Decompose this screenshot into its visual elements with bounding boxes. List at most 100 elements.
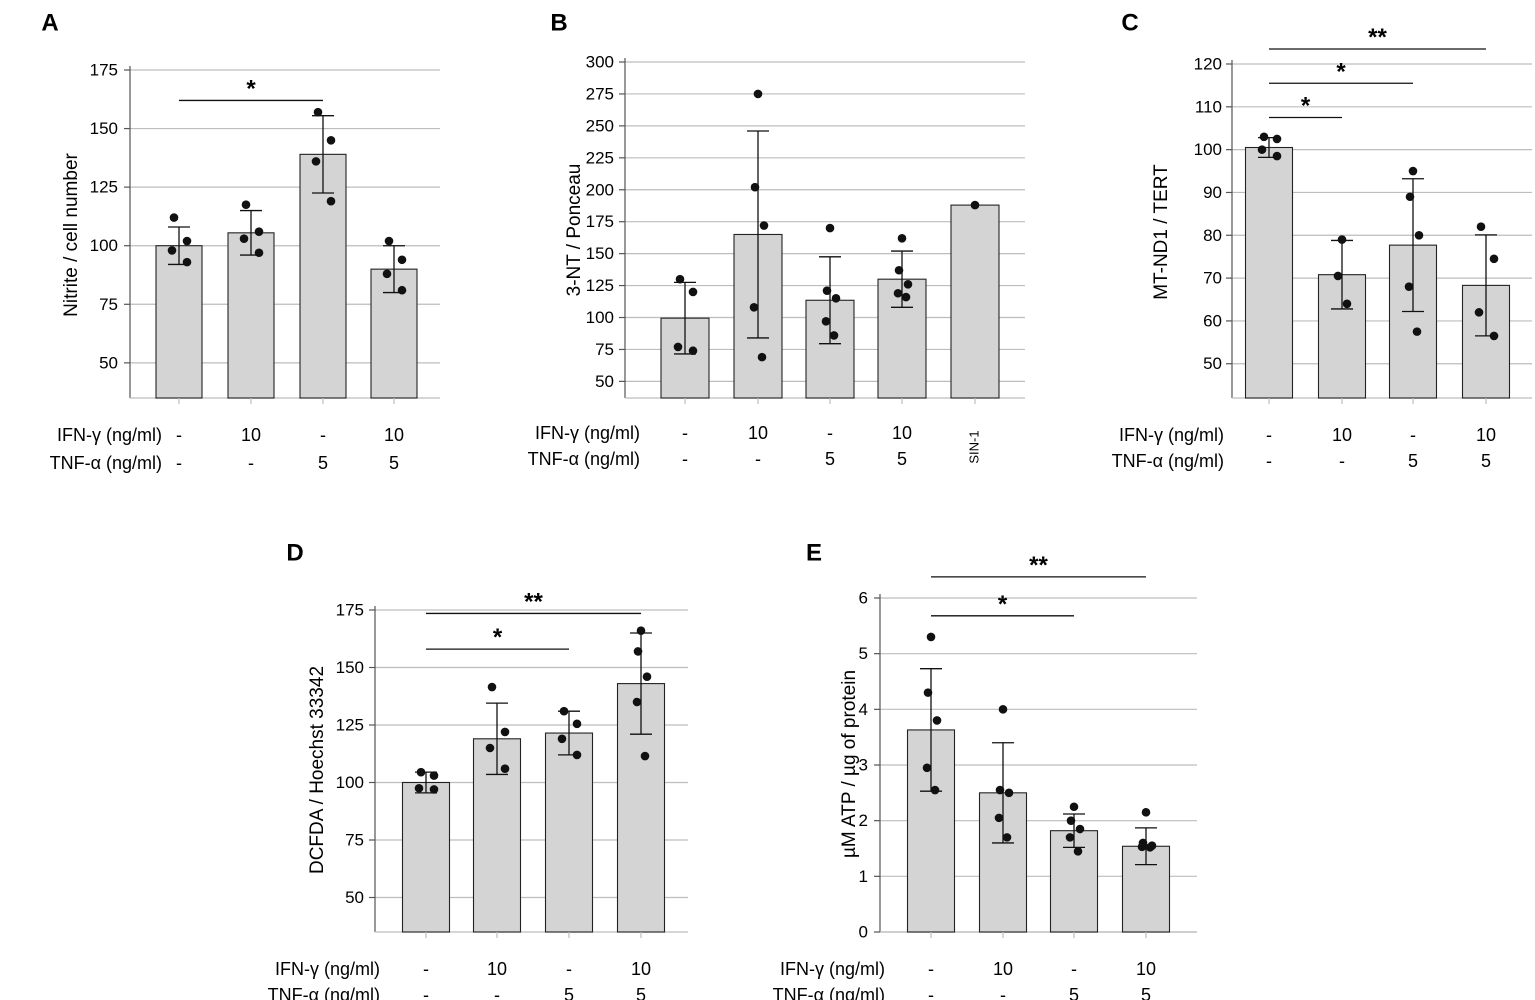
- y-tick-label: 1: [859, 867, 868, 886]
- data-point: [1145, 843, 1155, 852]
- data-point: [753, 89, 763, 99]
- data-point: [1414, 230, 1424, 240]
- panel-letter: A: [41, 9, 58, 36]
- condition-value: -: [1000, 985, 1006, 1000]
- y-tick-label: 70: [1203, 269, 1222, 288]
- condition-value: -: [176, 425, 182, 445]
- y-tick-label: 125: [586, 276, 614, 295]
- y-tick-label: 6: [859, 589, 868, 608]
- data-point: [384, 236, 394, 246]
- data-point: [382, 269, 392, 279]
- data-point: [397, 285, 407, 295]
- y-tick-label: 75: [595, 340, 614, 359]
- ifn-gamma-label: IFN-γ (ng/ml): [275, 959, 380, 979]
- condition-value: -: [1266, 451, 1272, 471]
- data-point: [1272, 134, 1282, 144]
- data-point: [970, 200, 980, 210]
- data-point: [998, 705, 1008, 714]
- data-point: [1337, 235, 1347, 244]
- data-point: [1474, 308, 1484, 317]
- data-point: [923, 688, 933, 697]
- data-point: [894, 265, 904, 275]
- data-point: [487, 682, 497, 692]
- condition-value: 5: [825, 449, 835, 469]
- condition-value: 10: [993, 959, 1013, 979]
- data-point: [632, 697, 642, 707]
- condition-value: -: [928, 959, 934, 979]
- data-point: [572, 719, 582, 729]
- panel-letter: E: [806, 539, 822, 566]
- ifn-gamma-label: IFN-γ (ng/ml): [535, 423, 640, 443]
- y-tick-label: 60: [1203, 311, 1222, 330]
- data-point: [414, 783, 424, 793]
- data-point: [416, 767, 426, 777]
- data-point: [1069, 802, 1079, 812]
- condition-value: -: [1266, 425, 1272, 445]
- data-point: [254, 248, 264, 258]
- data-point: [1141, 808, 1151, 817]
- data-point: [1137, 842, 1147, 852]
- significance-marker: *: [493, 624, 503, 651]
- y-axis-label: DCFDA / Hoechst 33342: [307, 666, 328, 874]
- y-tick-label: 225: [586, 148, 614, 167]
- condition-value: -: [423, 985, 429, 1000]
- data-point: [429, 771, 439, 780]
- data-point: [825, 223, 835, 233]
- data-point: [749, 302, 759, 312]
- data-point: [326, 196, 336, 206]
- data-point: [1073, 846, 1083, 856]
- significance-marker: *: [1301, 93, 1311, 120]
- data-point: [1002, 833, 1012, 842]
- condition-value: -: [827, 423, 833, 443]
- y-tick-label: 80: [1203, 226, 1222, 245]
- y-tick-label: 50: [345, 888, 364, 907]
- condition-value: 10: [748, 423, 768, 443]
- condition-value: 5: [897, 449, 907, 469]
- y-tick-label: 275: [586, 84, 614, 103]
- data-point: [994, 813, 1004, 823]
- y-tick-label: 150: [90, 119, 118, 138]
- bar-c-1: [1244, 146, 1294, 399]
- significance-marker: *: [1336, 58, 1346, 85]
- y-axis-label: 3-NT / Ponceau: [564, 164, 585, 297]
- condition-value: -: [320, 425, 326, 445]
- data-point: [750, 182, 760, 192]
- condition-value: 10: [1136, 959, 1156, 979]
- condition-value: 10: [487, 959, 507, 979]
- y-tick-label: 100: [586, 308, 614, 327]
- tnf-alpha-label: TNF-α (ng/ml): [50, 453, 162, 473]
- data-point: [926, 632, 936, 642]
- panel-letter: D: [286, 539, 303, 566]
- condition-value: -: [682, 423, 688, 443]
- bar-d-1: [401, 781, 451, 933]
- data-point: [182, 257, 192, 267]
- y-tick-label: 200: [586, 180, 614, 199]
- y-tick-label: 175: [90, 61, 118, 80]
- data-point: [829, 331, 839, 340]
- condition-value: -: [566, 959, 572, 979]
- data-point: [1075, 824, 1085, 834]
- y-tick-label: 100: [90, 236, 118, 255]
- condition-value: -: [1410, 425, 1416, 445]
- data-point: [311, 157, 321, 166]
- tnf-alpha-label: TNF-α (ng/ml): [528, 449, 640, 469]
- panel-a: A 50 75 100 125 150 175 Nitrite / cell number * I…: [41, 9, 440, 473]
- data-point: [1259, 132, 1269, 142]
- condition-value: -: [176, 453, 182, 473]
- condition-value: 5: [1481, 451, 1491, 471]
- condition-value: 10: [1476, 425, 1496, 445]
- y-tick-label: 125: [336, 716, 364, 735]
- y-tick-label: 300: [586, 53, 614, 72]
- data-point: [167, 246, 177, 255]
- data-point: [1272, 151, 1282, 161]
- data-point: [688, 346, 698, 356]
- data-point: [239, 234, 249, 243]
- condition-value: 5: [389, 453, 399, 473]
- significance-marker: *: [998, 591, 1008, 618]
- y-tick-label: 90: [1203, 183, 1222, 202]
- significance-marker: **: [524, 588, 543, 615]
- data-point: [557, 734, 567, 744]
- ifn-gamma-label: IFN-γ (ng/ml): [57, 425, 162, 445]
